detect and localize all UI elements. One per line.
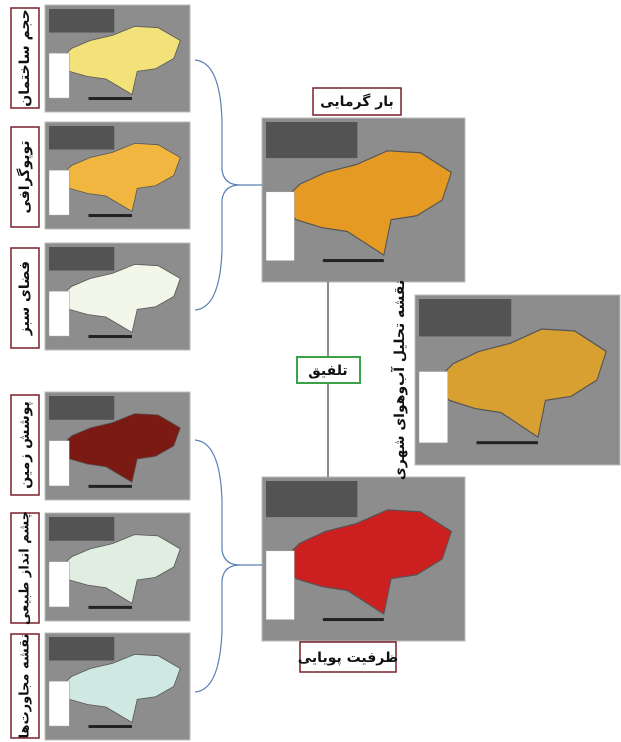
relief	[266, 122, 358, 159]
fusion-label: تلفیق	[308, 363, 347, 379]
bracket	[194, 439, 241, 693]
input-label: چشم انداز طبیعی	[18, 511, 33, 625]
label-box	[10, 633, 40, 739]
scale-bar	[322, 618, 384, 622]
label-box	[10, 394, 40, 496]
heat-load-label: بار گرمایی	[320, 93, 394, 110]
map	[44, 242, 191, 351]
legend-box	[265, 191, 295, 261]
relief	[266, 481, 358, 518]
map	[261, 476, 466, 642]
label-box	[299, 641, 397, 673]
scale-bar	[88, 605, 132, 609]
relief	[49, 517, 115, 541]
label-box	[10, 126, 40, 228]
legend-box	[265, 550, 295, 620]
input-label: توپوگرافی	[16, 140, 33, 213]
scale-bar	[88, 335, 132, 339]
relief	[49, 247, 115, 271]
scale-bar	[88, 97, 132, 101]
relief	[49, 9, 115, 33]
map	[261, 117, 466, 283]
map	[44, 121, 191, 230]
legend-box	[48, 680, 70, 727]
relief	[49, 396, 115, 420]
input-label: حجم ساختمان	[17, 9, 33, 106]
input-label: پوشش زمین	[17, 401, 33, 489]
map	[44, 4, 191, 113]
map	[44, 391, 191, 501]
map	[414, 294, 621, 466]
scale-bar	[476, 441, 538, 445]
maps	[44, 4, 621, 741]
legend-box	[48, 169, 70, 216]
labels: حجم ساختمان توپوگرافی فضای سبز پوشش زمین…	[10, 7, 408, 739]
legend-box	[48, 561, 70, 608]
map	[44, 512, 191, 622]
relief	[419, 299, 512, 337]
input-label: نقشه مجاورت‌ها	[18, 634, 33, 739]
label-box	[296, 356, 361, 384]
label-box	[10, 512, 40, 624]
relief	[49, 637, 115, 661]
scale-bar	[88, 484, 132, 488]
label-box	[10, 7, 40, 109]
scale-bar	[88, 725, 132, 729]
dynamic-capacity-label: ظرفیت پویایی	[298, 650, 398, 666]
relief	[49, 126, 115, 150]
legend-box	[48, 440, 70, 487]
legend-box	[48, 52, 70, 99]
scale-bar	[88, 214, 132, 218]
scale-bar	[322, 259, 384, 263]
legend-box	[48, 290, 70, 337]
legend-box	[418, 371, 448, 444]
map	[44, 632, 191, 741]
label-box	[312, 87, 402, 116]
bracket	[194, 59, 241, 311]
climate-map-label: نقشه تحلیل آب‌وهوای شهری	[390, 280, 408, 480]
label-box	[10, 247, 40, 349]
input-label: فضای سبز	[17, 261, 33, 336]
